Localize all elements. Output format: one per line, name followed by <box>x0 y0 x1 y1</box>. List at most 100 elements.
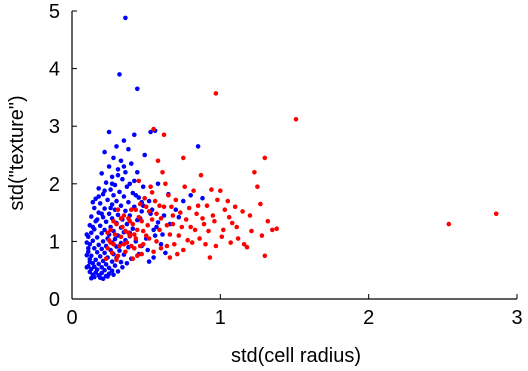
data-point <box>99 246 104 252</box>
data-point <box>197 236 202 241</box>
data-point <box>84 265 90 270</box>
data-point <box>151 126 156 132</box>
data-point <box>172 242 177 247</box>
data-point <box>127 181 133 187</box>
data-point <box>90 238 96 244</box>
data-point <box>181 198 186 204</box>
data-point <box>126 146 131 152</box>
data-point <box>201 221 207 227</box>
data-point <box>155 181 161 187</box>
data-point <box>176 233 182 238</box>
data-point <box>200 216 205 221</box>
points-layer <box>84 15 499 282</box>
data-point <box>103 262 109 267</box>
data-point <box>207 255 213 260</box>
data-point <box>229 220 235 226</box>
data-point <box>120 265 125 270</box>
data-point <box>164 243 170 249</box>
data-point <box>130 256 136 262</box>
data-point <box>149 190 155 195</box>
data-point <box>293 117 299 122</box>
data-point <box>102 149 107 155</box>
data-point <box>265 218 271 224</box>
data-point <box>99 265 104 270</box>
data-point <box>247 213 253 218</box>
data-point <box>226 214 232 220</box>
data-point <box>115 269 121 274</box>
data-point <box>169 204 174 210</box>
data-point <box>270 227 275 233</box>
data-point <box>182 184 187 189</box>
data-point <box>143 204 149 210</box>
data-point <box>154 224 159 230</box>
data-point <box>132 178 137 184</box>
data-point <box>157 203 162 208</box>
data-point <box>173 197 179 203</box>
data-point <box>123 15 128 21</box>
data-point <box>234 224 239 230</box>
data-point <box>97 254 103 259</box>
data-point <box>126 199 131 205</box>
data-point <box>103 219 109 225</box>
data-point <box>158 216 164 221</box>
data-point <box>133 193 139 198</box>
data-point <box>109 174 115 180</box>
data-point <box>151 255 156 260</box>
data-point <box>129 243 134 249</box>
data-point <box>139 251 144 257</box>
data-point <box>135 170 140 175</box>
data-point <box>160 232 165 237</box>
data-point <box>192 227 198 233</box>
data-point <box>178 210 183 215</box>
y-tick-label: 2 <box>49 174 60 196</box>
data-point <box>143 233 149 238</box>
data-point <box>249 228 254 234</box>
data-point <box>446 221 452 227</box>
data-point <box>161 213 167 218</box>
data-point <box>103 256 109 262</box>
data-point <box>94 235 100 240</box>
data-point <box>126 216 131 221</box>
data-point <box>161 132 167 138</box>
data-point <box>93 257 98 263</box>
data-point <box>215 197 220 203</box>
data-point <box>117 243 122 249</box>
data-point <box>87 269 93 275</box>
data-point <box>203 242 208 247</box>
data-point <box>84 252 90 258</box>
data-point <box>115 212 121 218</box>
data-point <box>244 244 250 250</box>
data-point <box>103 180 109 185</box>
data-point <box>123 170 128 175</box>
data-point <box>145 247 150 253</box>
data-point <box>146 209 152 214</box>
data-point <box>181 155 186 161</box>
data-point <box>117 72 122 77</box>
data-point <box>100 191 106 197</box>
data-point <box>123 208 128 214</box>
data-point <box>140 184 146 189</box>
data-point <box>105 230 110 236</box>
data-point <box>94 217 100 222</box>
y-tick-label: 4 <box>49 59 60 81</box>
x-tick-label: 2 <box>363 307 374 329</box>
data-point <box>140 228 146 234</box>
data-point <box>241 242 247 247</box>
data-point <box>118 203 124 208</box>
data-point <box>170 213 176 218</box>
data-point <box>198 172 204 178</box>
data-point <box>133 207 139 212</box>
data-point <box>158 246 164 251</box>
data-point <box>124 261 130 266</box>
data-point <box>124 221 130 227</box>
data-point <box>145 223 150 228</box>
data-point <box>158 242 164 247</box>
data-point <box>114 198 119 204</box>
data-point <box>161 204 167 210</box>
data-point <box>109 181 115 187</box>
data-point <box>129 161 134 166</box>
data-point <box>219 234 225 240</box>
data-point <box>154 211 159 217</box>
data-point <box>191 188 196 193</box>
data-point <box>118 259 124 265</box>
